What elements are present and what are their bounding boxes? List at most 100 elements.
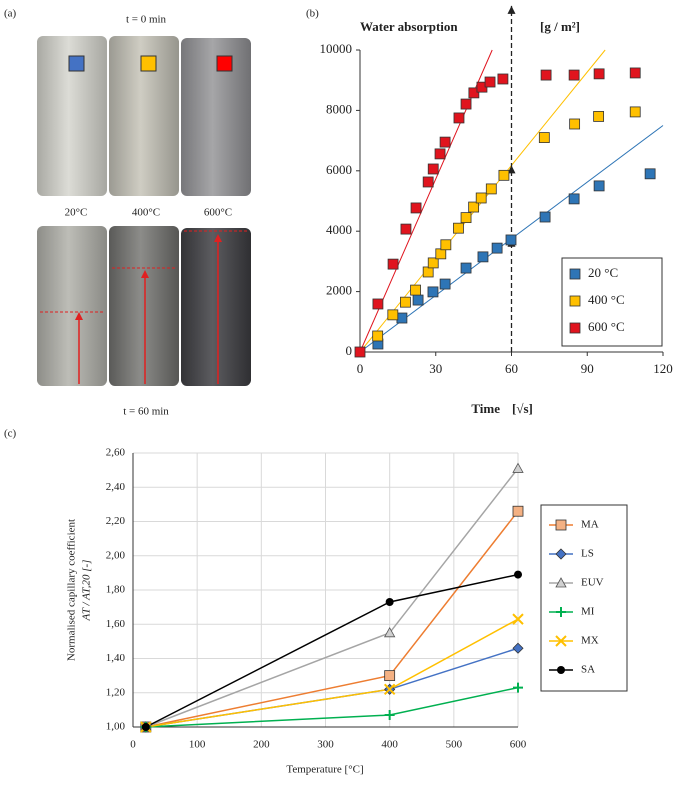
marker (568, 69, 580, 81)
legend-marker (555, 519, 567, 531)
panel-label: (a) (4, 8, 17, 20)
y-tick-label: 10000 (320, 41, 353, 56)
marker (410, 284, 421, 296)
marker (384, 710, 395, 721)
legend-label: 600 °C (588, 319, 625, 334)
marker (410, 202, 422, 214)
series-line (145, 573, 519, 728)
marker (497, 73, 509, 85)
y-tick-label: 8000 (326, 101, 352, 116)
y-tick-label: 1,40 (106, 652, 126, 664)
legend-label: EUV (581, 577, 604, 589)
marker (422, 266, 434, 278)
marker (453, 222, 464, 234)
marker (387, 309, 399, 321)
marker (629, 106, 641, 118)
marker (439, 278, 451, 290)
marker (460, 98, 472, 110)
marker (629, 67, 641, 79)
marker (400, 296, 411, 308)
y-tick-label: 1,80 (106, 584, 126, 596)
y-axis-title: AT / AT,20 [-] (81, 560, 93, 622)
legend-marker (555, 548, 567, 560)
marker (460, 262, 472, 274)
marker (427, 163, 439, 175)
x-tick-label: 300 (317, 739, 334, 751)
marker (385, 597, 394, 606)
marker (453, 112, 465, 124)
marker (593, 180, 605, 192)
marker (400, 223, 412, 235)
series-line (145, 618, 519, 728)
color-swatch (140, 55, 157, 72)
photo-panel: (a) t = 0 min 20°C 400°C 600°C t = 60 mi… (4, 8, 251, 418)
y-tick-label: 1,00 (106, 721, 126, 733)
legend-swatch (569, 322, 581, 334)
marker (396, 312, 408, 324)
marker (539, 211, 551, 223)
marker (540, 69, 552, 81)
arrowhead (75, 312, 83, 320)
cylinder (109, 36, 179, 196)
legend-swatch (569, 268, 581, 280)
legend-label: MI (581, 606, 595, 618)
x-tick-label: 120 (653, 361, 673, 376)
x-tick-label: 30 (429, 361, 442, 376)
panel-label: (c) (4, 428, 17, 440)
marker (434, 148, 446, 160)
x-tick-label: 200 (253, 739, 270, 751)
legend-label: LS (581, 548, 594, 560)
y-tick-label: 2,20 (106, 515, 126, 527)
photo-label: 600°C (204, 207, 232, 219)
legend-label: SA (581, 664, 595, 676)
series-line (145, 510, 519, 728)
marker (475, 192, 487, 204)
marker (513, 682, 523, 693)
photo-label: 400°C (132, 207, 160, 219)
cylinder (37, 226, 107, 386)
marker (383, 683, 396, 696)
marker (435, 248, 447, 260)
x-axis-title: Temperature [°C] (286, 764, 363, 776)
photo-label: 20°C (65, 207, 88, 219)
marker (512, 505, 524, 517)
x-tick-label: 500 (446, 739, 463, 751)
legend-label: 20 °C (588, 265, 618, 280)
legend-marker (555, 577, 567, 588)
marker (491, 242, 503, 254)
legend-box (540, 504, 628, 692)
marker (427, 286, 439, 298)
marker (460, 212, 472, 224)
marker (484, 76, 496, 88)
arrowhead (141, 270, 149, 278)
legend-marker (557, 666, 565, 674)
series-line (145, 686, 519, 728)
panel-label: (b) (306, 8, 319, 20)
x-tick-label: 100 (189, 739, 206, 751)
x-tick-label: 0 (357, 361, 364, 376)
marker (384, 670, 396, 682)
arrowhead (507, 5, 516, 14)
legend-marker (555, 635, 567, 647)
marker (439, 136, 451, 148)
x-tick-label: 400 (381, 739, 398, 751)
y-unit: [g / m²] (540, 19, 580, 34)
y-tick-label: 2,60 (106, 447, 126, 459)
marker (383, 626, 396, 638)
x-tick-label: 60 (505, 361, 518, 376)
marker (512, 613, 524, 625)
marker (593, 68, 605, 80)
color-swatch (216, 55, 233, 72)
y-tick-label: 2,40 (106, 481, 126, 493)
marker (514, 570, 522, 579)
marker (468, 87, 480, 99)
marker (485, 183, 497, 195)
marker (568, 193, 580, 205)
marker (440, 239, 452, 251)
marker (644, 168, 656, 180)
x-axis-title: Time (471, 401, 500, 416)
marker (505, 234, 517, 246)
x-tick-label: 90 (581, 361, 594, 376)
y-tick-label: 6000 (326, 162, 352, 177)
photo-caption: t = 60 min (123, 406, 169, 418)
